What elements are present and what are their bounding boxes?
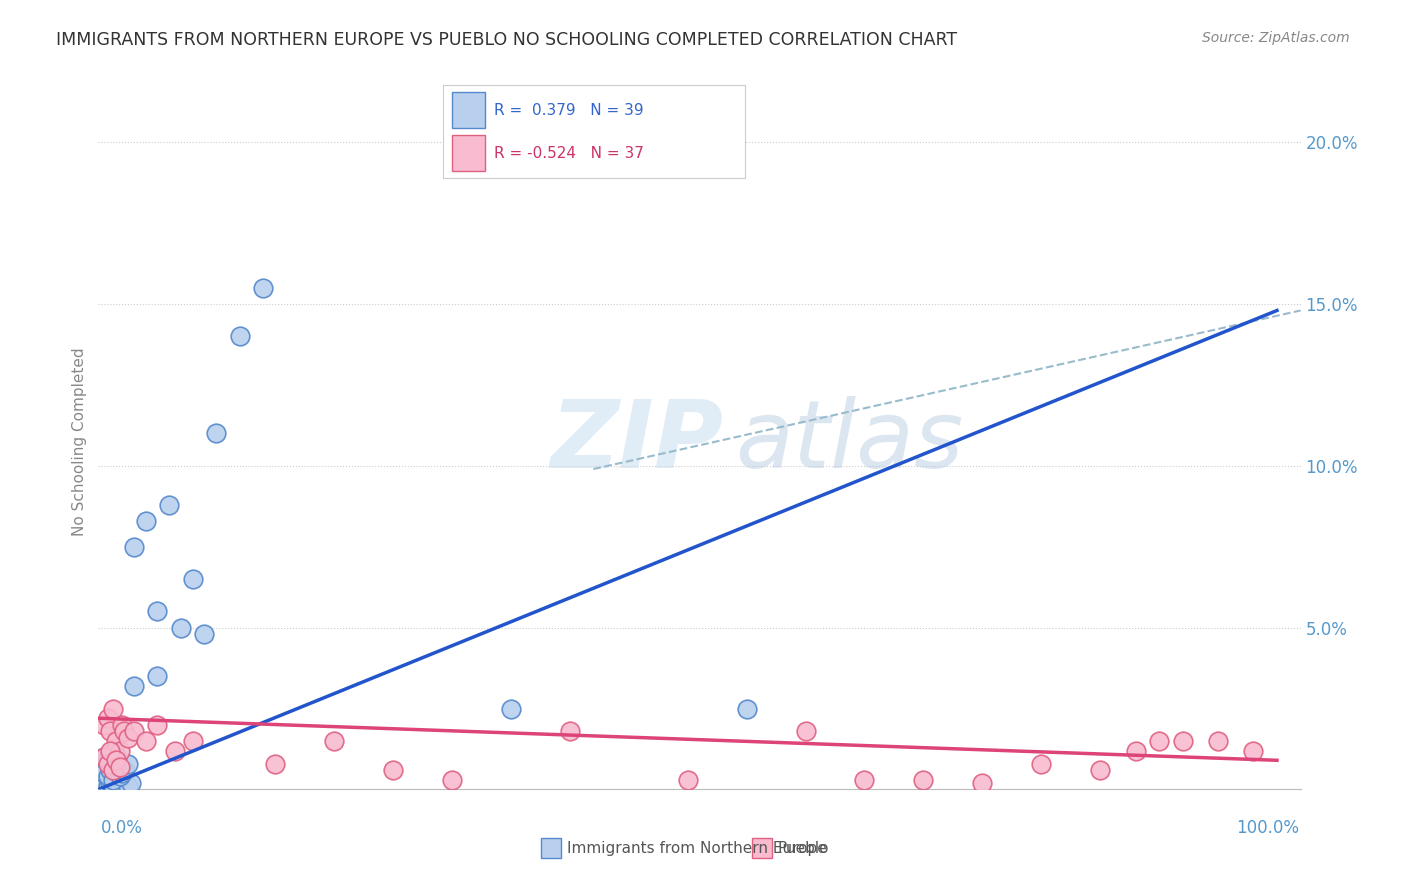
Point [98, 776, 121, 790]
Text: atlas: atlas [735, 396, 963, 487]
Bar [451, 92, 485, 128]
Point [108, 779, 131, 793]
Text: Source: ZipAtlas.com: Source: ZipAtlas.com [1202, 31, 1350, 45]
Point [181, 734, 204, 748]
Point [323, 734, 346, 748]
Point [112, 763, 135, 777]
Point [382, 763, 405, 777]
Point [111, 717, 134, 731]
Point [1147, 734, 1170, 748]
Point [558, 724, 581, 739]
Point [98, 747, 121, 761]
Point [205, 426, 228, 441]
Text: Immigrants from Northern Europe: Immigrants from Northern Europe [567, 841, 827, 855]
Text: IMMIGRANTS FROM NORTHERN EUROPE VS PUEBLO NO SCHOOLING COMPLETED CORRELATION CHA: IMMIGRANTS FROM NORTHERN EUROPE VS PUEBL… [56, 31, 957, 49]
Point [912, 772, 935, 787]
Point [157, 498, 180, 512]
Point [112, 779, 135, 793]
Point [108, 769, 131, 783]
Point [117, 731, 139, 745]
Point [93, 750, 115, 764]
Point [103, 743, 125, 757]
Point [108, 743, 131, 757]
Bar [451, 136, 485, 171]
Point [146, 604, 169, 618]
Point [98, 724, 121, 739]
Point [120, 776, 142, 790]
Point [1241, 743, 1264, 757]
Point [98, 743, 121, 757]
Point [440, 772, 463, 787]
Text: ZIP: ZIP [551, 395, 724, 488]
Point [100, 756, 122, 771]
Point [93, 750, 115, 764]
Point [676, 772, 699, 787]
Point [122, 679, 145, 693]
Point [111, 766, 134, 780]
Point [135, 734, 157, 748]
Text: 100.0%: 100.0% [1236, 819, 1299, 837]
Point [98, 763, 121, 777]
Point [101, 772, 124, 787]
Point [97, 779, 120, 793]
Point [105, 734, 128, 748]
Text: R = -0.524   N = 37: R = -0.524 N = 37 [495, 145, 644, 161]
Point [96, 753, 118, 767]
Point [499, 701, 522, 715]
Point [105, 753, 128, 767]
Point [101, 763, 124, 777]
Text: 0.0%: 0.0% [101, 819, 143, 837]
Point [794, 724, 817, 739]
Point [252, 281, 274, 295]
Point [163, 743, 186, 757]
Point [117, 756, 139, 771]
Point [853, 772, 876, 787]
Point [122, 724, 145, 739]
Point [264, 756, 287, 771]
Text: R =  0.379   N = 39: R = 0.379 N = 39 [495, 103, 644, 118]
Point [101, 779, 124, 793]
Point [181, 572, 204, 586]
Point [1171, 734, 1194, 748]
Point [97, 769, 120, 783]
Point [170, 621, 193, 635]
Point [146, 717, 169, 731]
Point [93, 776, 115, 790]
Point [229, 329, 252, 343]
Point [105, 760, 128, 774]
Point [193, 627, 215, 641]
Y-axis label: No Schooling Completed: No Schooling Completed [72, 347, 87, 536]
Point [111, 776, 134, 790]
Point [135, 514, 157, 528]
Point [122, 540, 145, 554]
Point [735, 701, 758, 715]
Point [146, 669, 169, 683]
Text: Pueblo: Pueblo [778, 841, 830, 855]
Point [108, 760, 131, 774]
Point [112, 724, 135, 739]
Point [105, 772, 128, 787]
Point [93, 766, 115, 780]
Point [101, 701, 124, 715]
Point [972, 776, 994, 790]
Point [1206, 734, 1229, 748]
Point [1031, 756, 1053, 771]
Point [105, 750, 128, 764]
Point [93, 717, 115, 731]
Point [97, 756, 120, 771]
Point [117, 779, 139, 793]
Point [1125, 743, 1147, 757]
Point [97, 711, 120, 725]
Point [1088, 763, 1111, 777]
